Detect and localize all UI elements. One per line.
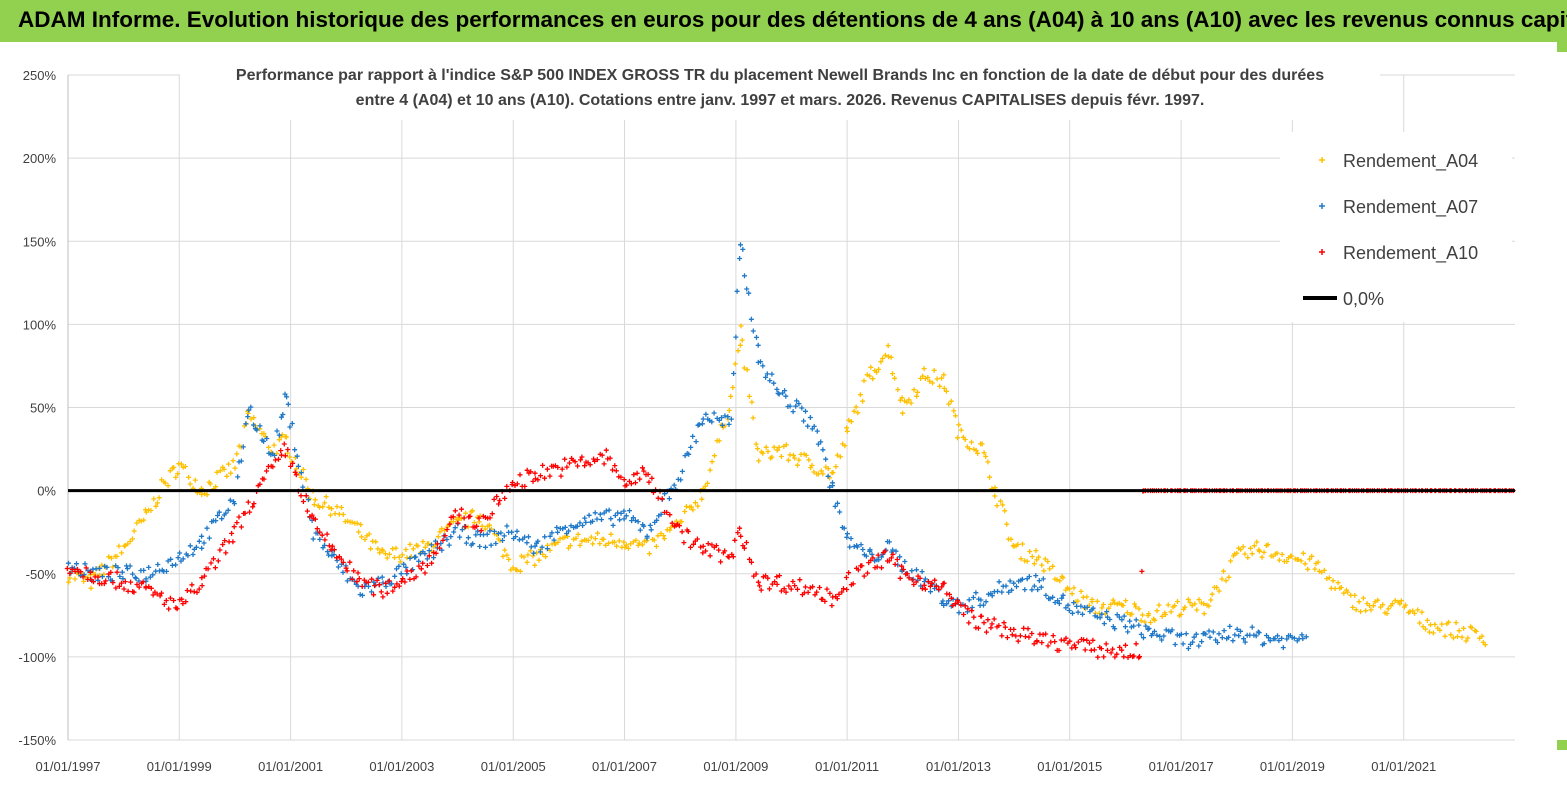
- x-tick-label: 01/01/2011: [815, 759, 879, 774]
- legend: Rendement_A04 Rendement_A07 Rendement_A10 0…: [1280, 132, 1512, 322]
- data-point-marks: [64, 441, 1516, 661]
- x-tick-label: 01/01/1999: [147, 759, 212, 774]
- x-tick-label: 01/01/2007: [592, 759, 657, 774]
- performance-chart: 250% 200% 150% 100% 50% 0% -50% -100% -150% 01/0…: [18, 60, 1516, 774]
- data-point-marks: [66, 323, 1488, 648]
- series-Rendement_A10: [64, 441, 1516, 661]
- legend-marker: [1319, 157, 1325, 163]
- y-tick-label: -150%: [18, 733, 56, 748]
- x-tick-label: 01/01/2013: [926, 759, 991, 774]
- legend-marker: [1319, 203, 1325, 209]
- series-Rendement_A07: [66, 242, 1309, 651]
- legend-label: Rendement_A07: [1343, 197, 1478, 218]
- report-title: ADAM Informe. Evolution historique des p…: [18, 7, 1567, 32]
- x-tick-label: 01/01/2015: [1037, 759, 1102, 774]
- y-tick-label: 100%: [23, 317, 57, 332]
- y-tick-label: 150%: [23, 234, 57, 249]
- x-tick-label: 01/01/1997: [35, 759, 100, 774]
- title-background: [180, 60, 1380, 120]
- corner-marker: [1557, 740, 1567, 750]
- legend-label: Rendement_A10: [1343, 243, 1478, 264]
- corner-marker: [1557, 42, 1567, 52]
- x-axis-ticks: 01/01/1997 01/01/1999 01/01/2001 01/01/2003…: [35, 759, 1436, 774]
- legend-label: Rendement_A04: [1343, 151, 1478, 172]
- chart-title-line1: Performance par rapport à l'indice S&P 5…: [236, 67, 1324, 84]
- y-tick-label: 250%: [23, 68, 57, 83]
- x-tick-label: 01/01/2001: [258, 759, 323, 774]
- report-banner: ADAM Informe. Evolution historique des p…: [0, 0, 1567, 42]
- x-tick-label: 01/01/2021: [1371, 759, 1436, 774]
- y-tick-label: 0%: [37, 484, 56, 499]
- y-tick-label: 50%: [30, 401, 56, 416]
- x-tick-label: 01/01/2017: [1149, 759, 1214, 774]
- data-point-marks: [66, 242, 1309, 651]
- x-tick-label: 01/01/2005: [481, 759, 546, 774]
- legend-label: 0,0%: [1343, 289, 1384, 309]
- y-tick-label: -100%: [18, 650, 56, 665]
- legend-marker: [1319, 249, 1325, 255]
- x-tick-label: 01/01/2009: [703, 759, 768, 774]
- y-tick-label: 200%: [23, 151, 57, 166]
- y-axis-ticks: 250% 200% 150% 100% 50% 0% -50% -100% -150%: [18, 68, 56, 748]
- chart-title-line2: entre 4 (A04) et 10 ans (A10). Cotations…: [356, 92, 1205, 109]
- x-tick-label: 01/01/2019: [1260, 759, 1325, 774]
- x-tick-label: 01/01/2003: [369, 759, 434, 774]
- y-tick-label: -50%: [26, 567, 57, 582]
- series-Rendement_A04: [66, 323, 1488, 648]
